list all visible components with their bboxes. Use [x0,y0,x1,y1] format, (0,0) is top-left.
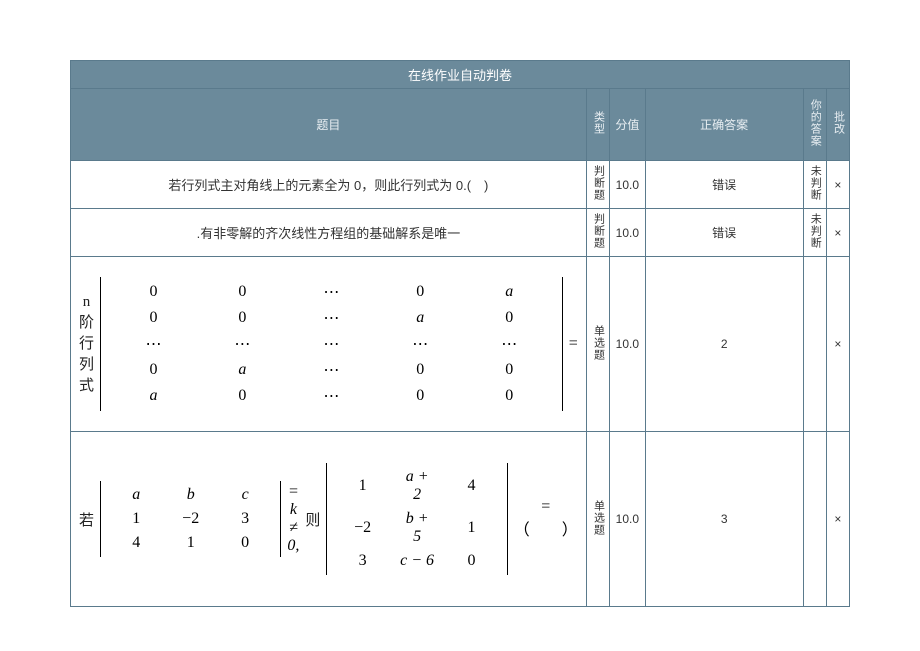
determinant: abc1−23410 [100,481,281,557]
table-row: 若行列式主对角线上的元素全为 0，则此行列式为 0.( ) 判断题 10.0 错… [71,161,850,209]
correct-cell: 错误 [645,161,803,209]
col-header-question: 题目 [71,89,587,161]
col-header-points: 分值 [609,89,645,161]
mark-cell: × [826,432,849,607]
question-mid: = k ≠ 0, [287,483,299,555]
question-prefix: n 阶行列式 [79,294,94,395]
question-prefix: 若 [79,509,94,530]
table-row: n 阶行列式 00⋯0a00⋯a0⋯⋯⋯⋯⋯0a⋯00a0⋯00 = 单选题 1… [71,257,850,432]
col-header-type: 类型 [586,89,609,161]
determinant: 00⋯0a00⋯a0⋯⋯⋯⋯⋯0a⋯00a0⋯00 [100,277,563,411]
points-cell: 10.0 [609,432,645,607]
question-cell: n 阶行列式 00⋯0a00⋯a0⋯⋯⋯⋯⋯0a⋯00a0⋯00 = [71,257,587,432]
question-cell: 若行列式主对角线上的元素全为 0，则此行列式为 0.( ) [71,161,587,209]
type-cell: 单选题 [586,432,609,607]
your-answer-cell [803,432,826,607]
question-suffix: = [569,335,578,353]
your-answer-cell: 未判断 [803,161,826,209]
question-suffix: = （ ） [514,498,578,540]
your-answer-cell [803,257,826,432]
col-header-your-answer: 你的答案 [803,89,826,161]
table-row: .有非零解的齐次线性方程组的基础解系是唯一 判断题 10.0 错误 未判断 × [71,209,850,257]
col-header-correct: 正确答案 [645,89,803,161]
table-header-row: 题目 类型 分值 正确答案 你的答案 批改 [71,89,850,161]
grading-table: 在线作业自动判卷 题目 类型 分值 正确答案 你的答案 批改 若行列式主对角线上… [70,60,850,607]
correct-cell: 3 [645,432,803,607]
mark-cell: × [826,161,849,209]
points-cell: 10.0 [609,209,645,257]
determinant: 1a + 24−2b + 513c − 60 [326,463,507,575]
your-answer-cell: 未判断 [803,209,826,257]
mark-cell: × [826,209,849,257]
correct-cell: 2 [645,257,803,432]
table-title: 在线作业自动判卷 [71,61,850,89]
type-cell: 单选题 [586,257,609,432]
question-cell: .有非零解的齐次线性方程组的基础解系是唯一 [71,209,587,257]
col-header-mark: 批改 [826,89,849,161]
mark-cell: × [826,257,849,432]
points-cell: 10.0 [609,161,645,209]
question-mid2: 则 [305,509,320,530]
table-row: 若 abc1−23410 = k ≠ 0, 则 1a + 24−2b + 513… [71,432,850,607]
correct-cell: 错误 [645,209,803,257]
type-cell: 判断题 [586,161,609,209]
table-title-row: 在线作业自动判卷 [71,61,850,89]
question-cell: 若 abc1−23410 = k ≠ 0, 则 1a + 24−2b + 513… [71,432,587,607]
points-cell: 10.0 [609,257,645,432]
type-cell: 判断题 [586,209,609,257]
